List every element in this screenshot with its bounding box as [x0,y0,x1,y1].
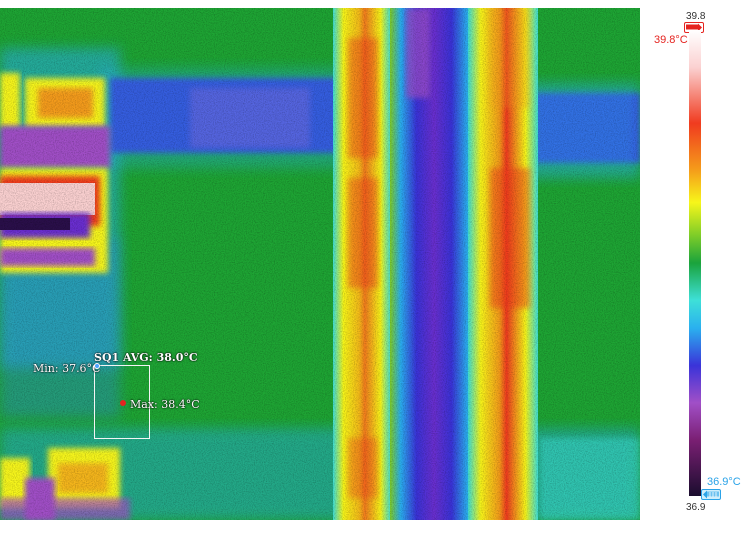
color-scale-bar [689,30,701,496]
min-temp-marker[interactable] [701,489,721,500]
thermal-image: SQ1 AVG: 38.0°C Min: 37.6°C Max: 38.4°C [0,8,640,520]
scale-bottom-value: 36.9 [686,502,706,513]
roi-min-label: Min: 37.6°C [33,362,101,375]
roi-max-marker [120,400,126,406]
thermometer-icon [703,490,719,499]
roi-max-label: Max: 38.4°C [130,398,200,411]
roi-title: SQ1 AVG: 38.0°C [94,351,198,364]
max-temp-label: 39.8°C [654,34,688,46]
thermometer-icon [686,23,702,32]
scale-top-value: 39.8 [686,11,706,22]
roi-min-marker [94,363,100,369]
min-temp-label: 36.9°C [707,476,741,488]
roi-box-sq1[interactable] [94,365,150,439]
thermal-image-canvas [0,8,640,520]
